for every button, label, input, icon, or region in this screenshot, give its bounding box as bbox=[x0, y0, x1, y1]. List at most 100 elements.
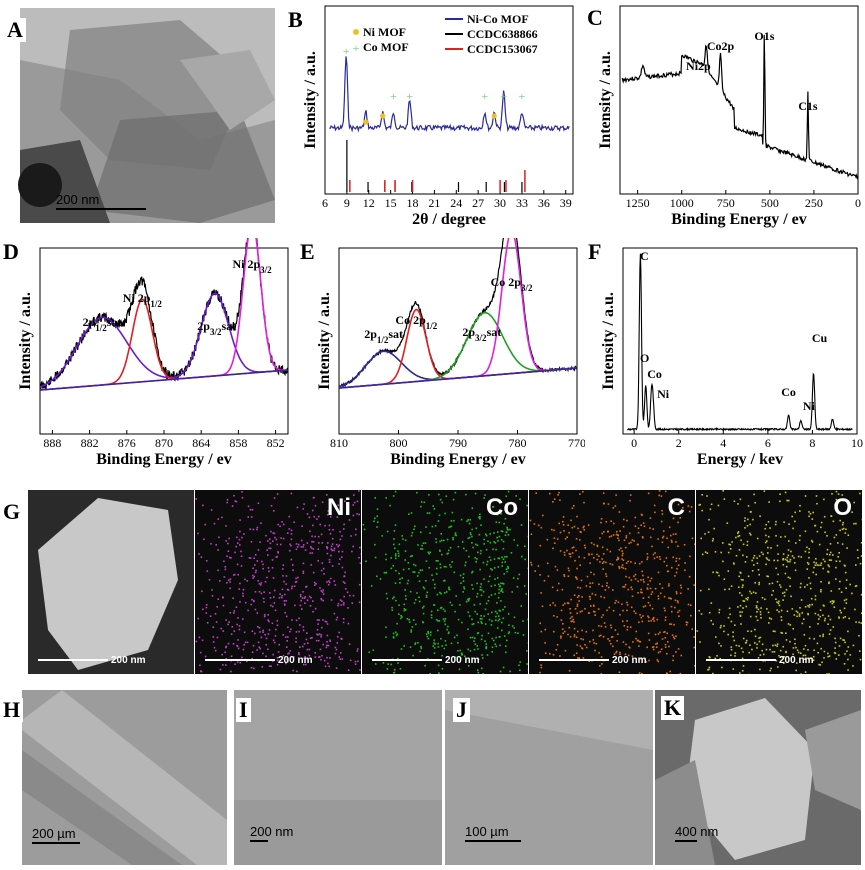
eds-dot bbox=[637, 527, 640, 530]
eds-dot bbox=[781, 632, 784, 634]
eds-dot bbox=[787, 554, 790, 557]
eds-dot bbox=[727, 616, 730, 619]
eds-dot bbox=[639, 613, 641, 616]
plot-frame bbox=[338, 247, 578, 435]
eds-dot bbox=[260, 582, 263, 584]
eds-dot bbox=[804, 550, 807, 553]
eds-dot bbox=[838, 616, 840, 618]
eds-dot bbox=[461, 541, 464, 543]
eds-dot bbox=[746, 525, 749, 527]
x-tick-label: 33 bbox=[516, 196, 528, 210]
eds-dot bbox=[735, 554, 738, 557]
eds-dot bbox=[430, 614, 433, 616]
eds-dot bbox=[789, 558, 792, 561]
eds-dot bbox=[601, 558, 603, 560]
eds-dot bbox=[675, 557, 678, 560]
eds-dot bbox=[844, 653, 846, 655]
eds-dot bbox=[484, 623, 487, 625]
eds-dot bbox=[498, 588, 500, 591]
eds-dot bbox=[306, 542, 309, 544]
eds-dot bbox=[289, 543, 291, 546]
eds-dot bbox=[373, 520, 375, 523]
eds-dot bbox=[604, 589, 607, 591]
eds-dot bbox=[339, 658, 342, 660]
eds-dot bbox=[560, 635, 562, 637]
eds-dot bbox=[440, 606, 443, 609]
eds-dot bbox=[643, 525, 646, 528]
eds-dot bbox=[535, 492, 537, 494]
eds-dot bbox=[277, 651, 280, 653]
eds-dot bbox=[427, 637, 430, 640]
eds-dot bbox=[684, 569, 686, 571]
eds-dot bbox=[746, 556, 748, 558]
fit-series-0 bbox=[338, 206, 578, 390]
eds-dot bbox=[402, 568, 405, 571]
eds-dot bbox=[478, 516, 480, 519]
eds-dot bbox=[767, 535, 770, 538]
eds-dot bbox=[329, 640, 332, 642]
eds-dot bbox=[454, 491, 457, 494]
eds-dot bbox=[504, 556, 506, 558]
eds-dot bbox=[747, 630, 749, 632]
eds-dot bbox=[288, 528, 291, 530]
eds-dot bbox=[776, 645, 778, 647]
eds-dot bbox=[484, 640, 486, 642]
eds-dot bbox=[442, 608, 445, 611]
legend-marker-co-mof: + bbox=[353, 41, 360, 55]
eds-dot bbox=[617, 537, 619, 539]
eds-dot bbox=[310, 564, 313, 566]
eds-dot bbox=[591, 553, 593, 556]
eds-dot bbox=[412, 619, 415, 621]
eds-dot bbox=[756, 643, 758, 646]
eds-dot bbox=[225, 525, 227, 527]
eds-dot bbox=[502, 583, 505, 585]
eds-dot bbox=[442, 618, 445, 620]
eds-dot bbox=[304, 656, 306, 658]
eds-dot bbox=[754, 642, 756, 644]
x-tick-label: 0 bbox=[855, 196, 861, 210]
eds-dot bbox=[589, 562, 591, 564]
eds-dot bbox=[294, 604, 296, 607]
eds-dot bbox=[855, 522, 857, 525]
eds-dot bbox=[598, 635, 601, 637]
eds-dot bbox=[495, 521, 498, 523]
eds-dot bbox=[374, 556, 377, 559]
eds-dot bbox=[842, 639, 844, 641]
eds-dot bbox=[775, 520, 777, 523]
eds-dot bbox=[385, 497, 387, 499]
eds-dot bbox=[598, 652, 600, 654]
eds-dot bbox=[423, 587, 426, 590]
eds-dot bbox=[641, 591, 643, 594]
eds-dot bbox=[713, 527, 715, 530]
eds-dot bbox=[794, 642, 796, 645]
eds-dot bbox=[767, 521, 770, 523]
eds-dot bbox=[312, 541, 315, 543]
eds-dot bbox=[394, 490, 397, 493]
eds-dot bbox=[483, 497, 485, 499]
eds-dot bbox=[324, 665, 327, 668]
eds-dot bbox=[860, 542, 862, 544]
eds-dot bbox=[251, 598, 253, 601]
eds-dot bbox=[597, 608, 600, 610]
eds-dot bbox=[708, 666, 711, 669]
eds-dot bbox=[306, 599, 309, 601]
eds-dot bbox=[765, 523, 767, 526]
eds-dot bbox=[292, 669, 294, 672]
eds-dot bbox=[452, 536, 454, 539]
eds-dot bbox=[608, 606, 611, 609]
eds-dot bbox=[368, 651, 371, 653]
co-mof-marker: + bbox=[500, 89, 507, 103]
eds-dot bbox=[394, 555, 397, 557]
eds-dot bbox=[505, 503, 507, 506]
eds-dot bbox=[507, 534, 510, 536]
eds-dot bbox=[652, 646, 655, 648]
eds-dot bbox=[666, 564, 668, 567]
eds-dot bbox=[800, 673, 802, 674]
eds-dot bbox=[480, 594, 483, 597]
eds-dot bbox=[584, 644, 586, 646]
panel-j: J 100 µm bbox=[445, 690, 655, 870]
eds-dot bbox=[616, 640, 618, 642]
eds-dot bbox=[459, 649, 462, 652]
eds-dot bbox=[198, 553, 200, 555]
eds-dot bbox=[799, 504, 801, 507]
